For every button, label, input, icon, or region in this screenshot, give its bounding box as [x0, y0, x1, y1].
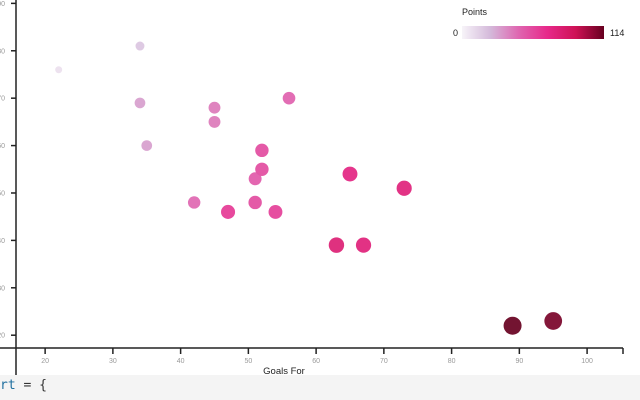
code-keyword: rt	[0, 378, 16, 393]
x-tick-label: 80	[448, 358, 456, 365]
data-point	[248, 172, 262, 186]
x-tick-label: 30	[109, 358, 117, 365]
data-point	[208, 101, 221, 114]
data-point	[355, 237, 372, 253]
x-tick-label: 60	[312, 358, 320, 365]
x-tick-label: 20	[41, 358, 49, 365]
legend-gradient-bar	[462, 26, 604, 39]
data-point	[255, 143, 269, 158]
data-point	[544, 312, 563, 330]
y-tick-label: 50	[0, 190, 5, 197]
scatter-chart: 20 30 40 50 60 70 80 90 20 30 40 50 60 70 80 90 100 Goa…	[0, 0, 624, 375]
y-tick-label: 40	[0, 238, 5, 245]
x-axis: 20 30 40 50 60 70 80 90 100	[0, 347, 624, 365]
data-point	[255, 162, 269, 176]
data-point	[221, 204, 236, 219]
data-point	[135, 41, 145, 51]
y-tick-label: 80	[0, 48, 5, 55]
data-point	[396, 180, 412, 196]
data-point	[134, 97, 146, 109]
legend: Points 0 114	[453, 7, 624, 39]
y-axis: 20 30 40 50 60 70 80 90	[0, 0, 17, 375]
y-tick-label: 60	[0, 143, 5, 150]
x-tick-label: 70	[380, 358, 388, 365]
data-point	[208, 115, 221, 128]
data-point	[141, 140, 153, 151]
y-tick-label: 90	[0, 1, 5, 8]
x-axis-label: Goals For	[263, 366, 305, 375]
data-point	[342, 166, 358, 182]
x-tick-label: 90	[515, 358, 523, 365]
code-strip: rt = {	[0, 375, 640, 400]
data-point	[248, 195, 262, 210]
data-point	[328, 237, 345, 253]
data-point	[282, 91, 296, 105]
points-layer	[55, 41, 563, 335]
data-point	[503, 316, 522, 335]
legend-min-label: 0	[453, 28, 458, 38]
data-point	[55, 66, 63, 74]
y-tick-label: 70	[0, 96, 5, 103]
x-tick-label: 100	[581, 358, 593, 365]
code-rest: = {	[15, 378, 47, 393]
data-point	[187, 196, 201, 209]
data-point	[268, 205, 283, 219]
y-tick-label: 20	[0, 333, 5, 340]
y-tick-label: 30	[0, 285, 5, 292]
x-tick-label: 40	[177, 358, 185, 365]
legend-title: Points	[462, 7, 488, 17]
legend-max-label: 114	[610, 28, 624, 38]
x-tick-label: 50	[244, 358, 252, 365]
